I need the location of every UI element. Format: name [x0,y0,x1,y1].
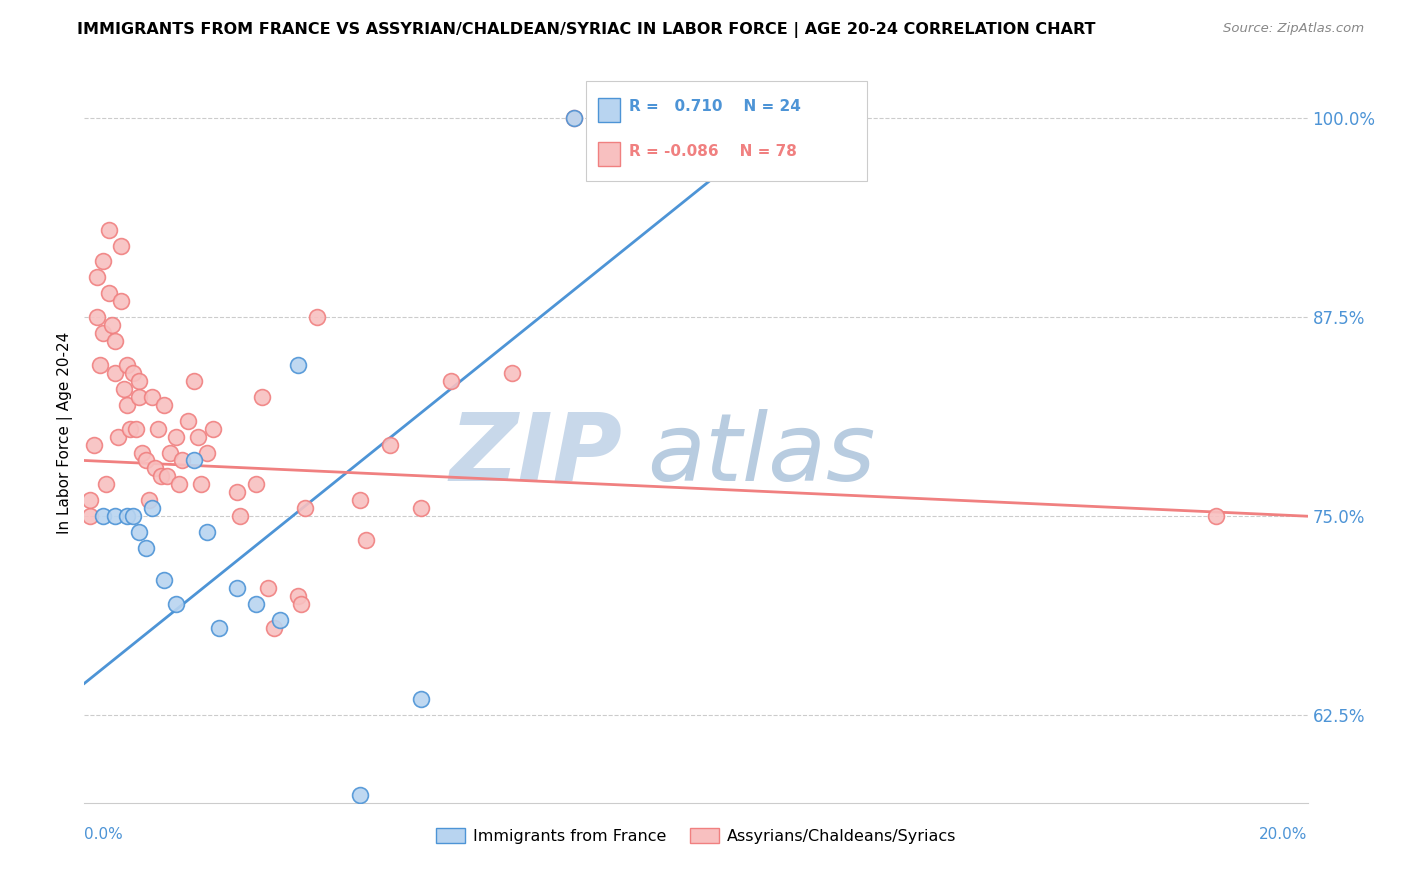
Point [685,111,707,125]
Point [91,326,114,340]
Point [165,597,187,611]
Point [624,111,647,125]
Point [226,581,249,595]
Point [86,270,108,285]
Point [409,501,432,516]
Point [91,254,114,268]
Point [245,597,267,611]
Point [245,477,267,491]
Point [269,613,291,627]
Point [290,597,312,611]
FancyBboxPatch shape [586,81,868,181]
Point [101,318,124,333]
Point [104,334,127,348]
Point [165,429,187,443]
Point [250,390,273,404]
Point [115,509,138,524]
Point [141,501,163,516]
Point [287,589,309,603]
Point [120,422,142,436]
Point [146,422,169,436]
Point [128,525,150,540]
Point [156,469,179,483]
Point [125,422,148,436]
Point [94,477,117,491]
Point [135,453,157,467]
Point [440,374,463,388]
Point [562,111,585,125]
Point [186,429,208,443]
Y-axis label: In Labor Force | Age 20-24: In Labor Force | Age 20-24 [58,332,73,533]
Text: ZIP: ZIP [450,409,623,500]
Point [177,414,200,428]
Point [135,541,157,555]
Point [502,366,524,380]
Point [183,453,205,467]
Point [107,429,129,443]
Point [654,111,676,125]
Text: R =   0.710    N = 24: R = 0.710 N = 24 [628,99,800,114]
Text: 0.0%: 0.0% [84,827,124,842]
Text: 20.0%: 20.0% [1260,827,1308,842]
Point [226,485,249,500]
Point [287,358,309,372]
Text: atlas: atlas [647,409,876,500]
FancyBboxPatch shape [598,98,620,121]
Point [172,453,194,467]
Point [110,294,132,309]
Point [104,366,127,380]
FancyBboxPatch shape [598,143,620,166]
Point [128,390,150,404]
Point [167,477,190,491]
Text: Source: ZipAtlas.com: Source: ZipAtlas.com [1223,22,1364,36]
Point [89,358,111,372]
Point [97,222,120,236]
Point [201,422,224,436]
Point [122,366,145,380]
Point [149,469,172,483]
Point [562,111,585,125]
Point [128,374,150,388]
Point [153,573,176,587]
Point [110,238,132,252]
Point [380,437,402,451]
Point [195,525,218,540]
Point [112,382,135,396]
Point [79,509,101,524]
Point [97,286,120,301]
Point [294,501,316,516]
Point [83,437,105,451]
Point [131,445,153,459]
Point [716,111,738,125]
Point [1205,509,1227,524]
Point [86,310,108,325]
Point [263,621,285,635]
Point [159,445,181,459]
Point [104,509,127,524]
Point [208,621,231,635]
Point [257,581,280,595]
Point [122,509,145,524]
Point [195,445,218,459]
Point [354,533,377,547]
Point [409,692,432,706]
Point [183,374,205,388]
Point [91,509,114,524]
Point [115,398,138,412]
Point [115,358,138,372]
Text: R = -0.086    N = 78: R = -0.086 N = 78 [628,144,797,159]
Point [349,788,371,802]
Point [349,493,371,508]
Point [141,390,163,404]
Point [143,461,166,475]
Point [229,509,252,524]
Text: IMMIGRANTS FROM FRANCE VS ASSYRIAN/CHALDEAN/SYRIAC IN LABOR FORCE | AGE 20-24 CO: IMMIGRANTS FROM FRANCE VS ASSYRIAN/CHALD… [77,22,1095,38]
Point [190,477,212,491]
Point [305,310,328,325]
Point [79,493,101,508]
Point [138,493,160,508]
Point [153,398,176,412]
Legend: Immigrants from France, Assyrians/Chaldeans/Syriacs: Immigrants from France, Assyrians/Chalde… [429,822,963,850]
